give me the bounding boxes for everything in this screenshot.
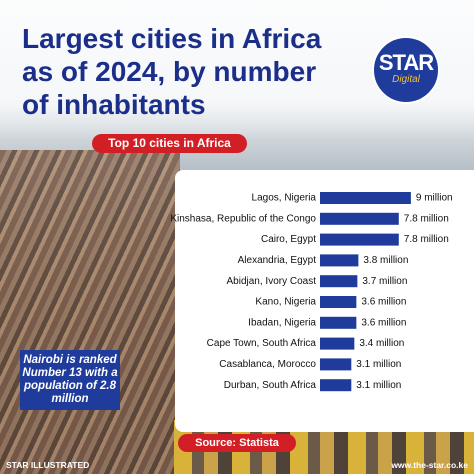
bar — [320, 296, 357, 308]
bar — [320, 337, 355, 350]
title: Largest cities in Africa as of 2024, by … — [22, 22, 321, 121]
background-crowd — [0, 150, 180, 474]
footer-right: www.the-star.co.ke — [391, 460, 468, 470]
subtitle: Top 10 cities in Africa — [92, 134, 247, 153]
logo-name: STAR — [378, 50, 434, 75]
value-label: 3.6 million — [361, 317, 406, 328]
category-label: Casablanca, Morocco — [219, 359, 316, 370]
logo: STAR Digital — [372, 36, 440, 104]
bar — [320, 379, 352, 392]
category-label: Ibadan, Nigeria — [248, 317, 316, 328]
bar — [320, 212, 399, 225]
value-label: 7.8 million — [404, 234, 449, 245]
bar — [320, 275, 358, 288]
value-label: 7.8 million — [404, 213, 449, 224]
category-label: Cairo, Egypt — [261, 234, 316, 245]
category-label: Kano, Nigeria — [255, 297, 316, 308]
value-label: 3.7 million — [362, 276, 407, 287]
value-label: 3.1 million — [356, 359, 401, 370]
value-label: 9 million — [416, 193, 453, 204]
bar — [320, 358, 352, 371]
category-label: Cape Town, South Africa — [207, 338, 317, 349]
annotation: Nairobi is ranked Number 13 with a popul… — [20, 350, 120, 410]
bar — [320, 316, 357, 329]
footer-left: STAR ILLUSTRATED — [6, 460, 90, 470]
category-label: Lagos, Nigeria — [252, 193, 317, 204]
value-label: 3.4 million — [359, 338, 404, 349]
title-line: of inhabitants — [22, 89, 206, 120]
bar — [320, 254, 359, 267]
category-label: Kinshasa, Republic of the Congo — [170, 213, 316, 224]
value-label: 3.8 million — [363, 255, 408, 266]
category-label: Abidjan, Ivory Coast — [227, 276, 317, 287]
value-label: 3.1 million — [356, 380, 401, 391]
bar — [320, 192, 411, 204]
title-line: Largest cities in Africa — [22, 23, 322, 54]
logo-sub: Digital — [392, 74, 420, 85]
category-label: Alexandria, Egypt — [238, 255, 317, 266]
source: Source: Statista — [178, 434, 296, 452]
title-line: as of 2024, by number — [22, 56, 317, 87]
category-label: Durban, South Africa — [224, 380, 317, 391]
value-label: 3.6 million — [361, 297, 406, 308]
bar — [320, 233, 399, 246]
